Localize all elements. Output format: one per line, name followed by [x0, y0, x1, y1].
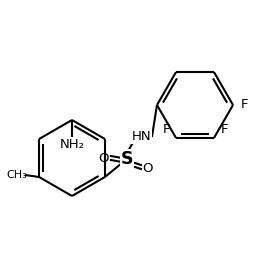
Text: O: O — [143, 162, 153, 175]
Text: CH₃: CH₃ — [7, 170, 28, 180]
Text: S: S — [121, 150, 133, 168]
Text: F: F — [162, 123, 170, 137]
Text: NH₂: NH₂ — [59, 139, 85, 151]
Text: F: F — [241, 98, 249, 111]
Text: HN: HN — [132, 130, 152, 144]
Text: F: F — [220, 123, 228, 137]
Text: O: O — [99, 151, 109, 164]
